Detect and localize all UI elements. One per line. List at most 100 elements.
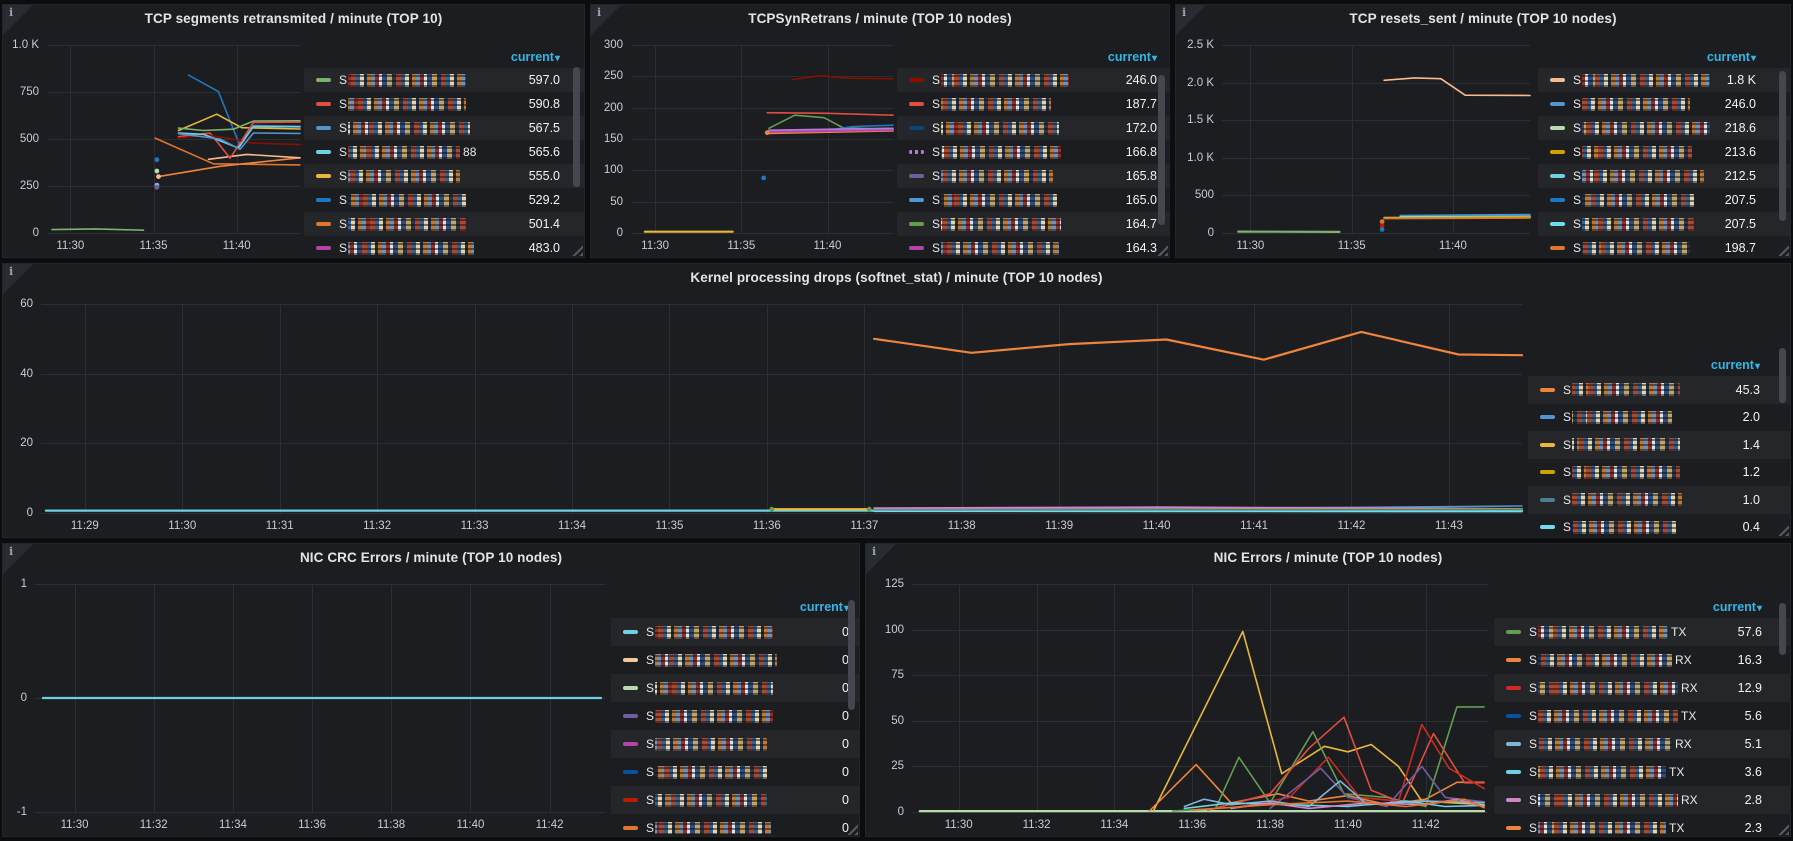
series-color-swatch [1550,246,1565,250]
chart-canvas[interactable] [35,584,605,812]
legend-item[interactable]: STX57.6 [1494,618,1790,646]
legend-item[interactable]: S590.8 [304,92,584,116]
x-tick-label: 11:31 [256,519,304,533]
legend-item[interactable]: STX5.6 [1494,702,1790,730]
grid-line-h [41,513,1522,514]
chart-canvas[interactable] [41,304,1522,513]
series-name-redacted: S [339,193,466,207]
legend-item[interactable]: S1.2 [1528,459,1790,487]
chart-area[interactable]: 11:3011:3211:3411:3611:3811:4011:4202550… [866,544,1496,836]
legend-item[interactable]: S483.0 [304,236,584,255]
legend-item[interactable]: SRX16.3 [1494,646,1790,674]
panel-title[interactable]: TCPSynRetrans / minute (TOP 10 nodes) [591,11,1169,26]
legend-item[interactable]: S0 [611,702,859,730]
series-color-swatch [1506,826,1521,830]
panel-title[interactable]: NIC CRC Errors / minute (TOP 10 nodes) [3,550,859,565]
legend-scrollbar[interactable] [1779,603,1786,655]
legend-current-value: 246.0 [1126,73,1157,87]
panel-title[interactable]: NIC Errors / minute (TOP 10 nodes) [866,550,1790,565]
chart-area[interactable]: 11:2911:3011:3111:3211:3311:3411:3511:36… [3,264,1530,537]
legend-item[interactable]: S198.7 [1538,236,1790,255]
redacted-text [941,242,1059,255]
series-name-redacted: S [646,681,773,695]
legend-current-value: 165.0 [1126,193,1157,207]
legend-item[interactable]: S555.0 [304,164,584,188]
legend-item[interactable]: S45.3 [1528,376,1790,404]
legend-item[interactable]: S0 [611,730,859,758]
series-name-redacted: S [932,73,1069,87]
legend-item[interactable]: SRX12.9 [1494,674,1790,702]
legend-item[interactable]: STX3.6 [1494,758,1790,786]
legend-item[interactable]: S207.5 [1538,212,1790,236]
legend-item[interactable]: S165.0 [897,188,1169,212]
legend-item[interactable]: S246.0 [1538,92,1790,116]
series-name-prefix: S [1573,169,1581,183]
chart-area[interactable]: 11:3011:3511:40050100150200250300 [591,5,899,257]
legend-item[interactable]: S207.5 [1538,188,1790,212]
series-point [867,507,872,512]
legend-item[interactable]: S0 [611,758,859,786]
series-line [874,332,1522,360]
panel-title[interactable]: TCP resets_sent / minute (TOP 10 nodes) [1176,11,1790,26]
info-icon: i [1182,6,1186,19]
redacted-text [941,98,1051,111]
legend-item[interactable]: S0.4 [1528,514,1790,536]
legend-item[interactable]: S0 [611,618,859,646]
legend-item[interactable]: SRX2.8 [1494,786,1790,814]
legend-item[interactable]: S529.2 [304,188,584,212]
legend-item[interactable]: S166.8 [897,140,1169,164]
panel-title[interactable]: Kernel processing drops (softnet_stat) /… [3,270,1790,285]
panel-title[interactable]: TCP segments retransmited / minute (TOP … [3,11,584,26]
legend-item[interactable]: S2.0 [1528,404,1790,432]
legend-item[interactable]: SRX5.1 [1494,730,1790,758]
series-name-suffix: TX [1669,765,1684,779]
legend-item[interactable]: S213.6 [1538,140,1790,164]
legend-item[interactable]: S1.4 [1528,431,1790,459]
chart-area[interactable]: 11:3011:3511:4005001.0 K1.5 K2.0 K2.5 K [1176,5,1540,257]
series-color-swatch [909,78,924,82]
legend-sort-current[interactable]: current▾ [1713,600,1762,614]
chart-area[interactable]: 11:3011:3511:4002505007501.0 K [3,5,306,257]
x-tick-label: 11:34 [548,519,596,533]
legend-item[interactable]: S165.8 [897,164,1169,188]
legend-item[interactable]: S567.5 [304,116,584,140]
legend-item[interactable]: S164.7 [897,212,1169,236]
legend-sort-current[interactable]: current▾ [1108,50,1157,64]
legend-item[interactable]: S88565.6 [304,140,584,164]
legend-sort-current[interactable]: current▾ [1707,50,1756,64]
chart-area[interactable]: 11:3011:3211:3411:3611:3811:4011:42-101 [3,544,613,836]
legend-item[interactable]: S0 [611,646,859,674]
chart-canvas[interactable] [912,584,1488,812]
chart-canvas[interactable] [1222,45,1530,233]
legend-item[interactable]: S172.0 [897,116,1169,140]
legend-item[interactable]: S597.0 [304,68,584,92]
legend-scrollbar[interactable] [1779,71,1786,221]
chart-canvas[interactable] [47,45,300,233]
legend-item[interactable]: S187.7 [897,92,1169,116]
legend-current-value: 172.0 [1126,121,1157,135]
legend-item[interactable]: S0 [611,674,859,702]
legend-sort-current[interactable]: current▾ [800,600,849,614]
series-name-redacted: S [646,821,771,834]
legend-item[interactable]: S1.0 [1528,486,1790,514]
legend-sort-current[interactable]: current▾ [1711,358,1760,372]
legend-item[interactable]: S1.8 K [1538,68,1790,92]
legend-item[interactable]: S501.4 [304,212,584,236]
legend-scrollbar[interactable] [1158,75,1165,225]
legend-scrollbar[interactable] [573,67,580,187]
legend-scrollbar[interactable] [1779,348,1786,403]
series-name-redacted: S [339,241,474,255]
legend-item[interactable]: S212.5 [1538,164,1790,188]
legend-item[interactable]: S 246.0 [897,68,1169,92]
legend-item[interactable]: S0 [611,786,859,814]
legend-item[interactable]: S164.3 [897,236,1169,255]
chart-canvas[interactable] [631,45,893,233]
legend-item[interactable]: STX2.3 [1494,814,1790,834]
legend-item[interactable]: S218.6 [1538,116,1790,140]
caret-down-icon: ▾ [1751,53,1756,64]
legend-sort-current[interactable]: current▾ [511,50,560,64]
redacted-text [655,682,773,695]
series-line [769,115,893,129]
legend-item[interactable]: S0 [611,814,859,834]
legend-scrollbar[interactable] [848,600,855,710]
